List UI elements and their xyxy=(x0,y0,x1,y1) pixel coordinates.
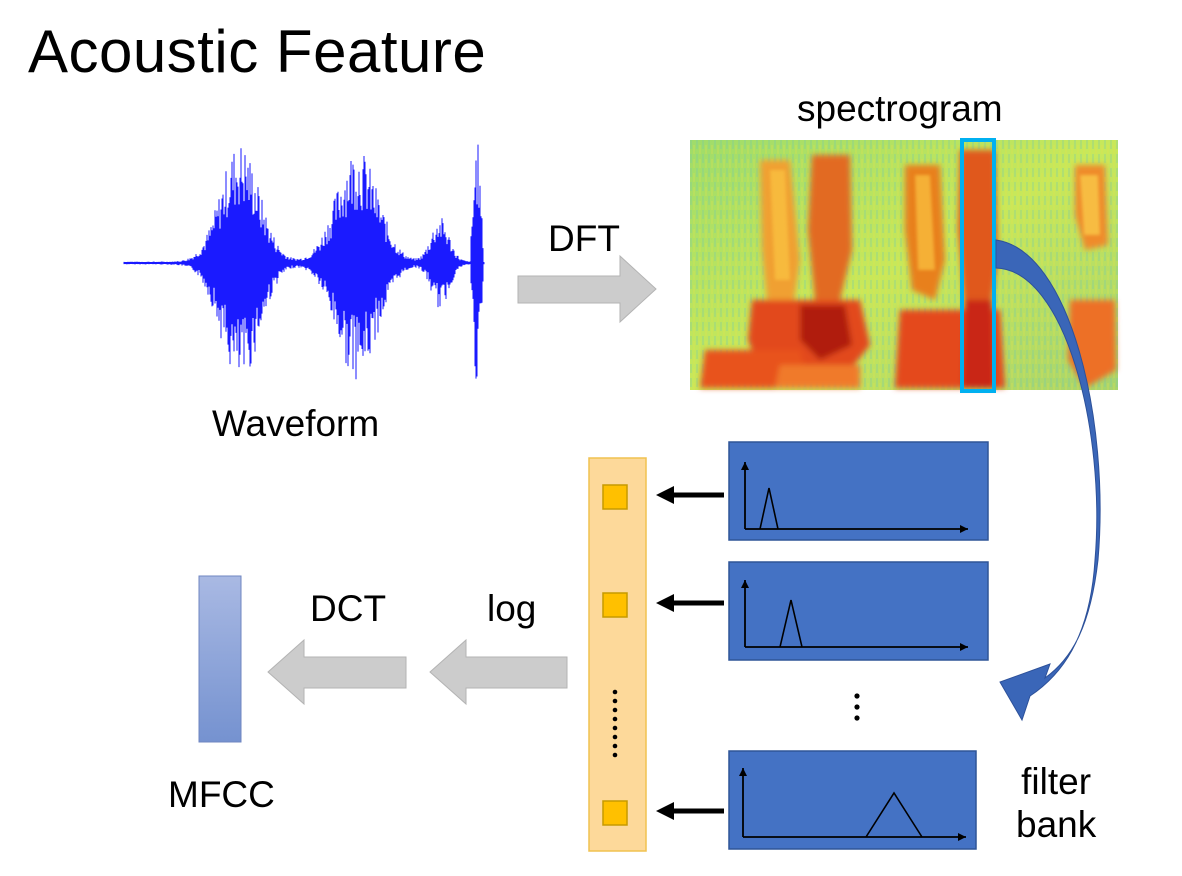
filter-box xyxy=(728,441,989,541)
waveform-trace xyxy=(123,144,485,380)
triangle-filter-icon xyxy=(759,487,779,530)
curved-arrow-icon xyxy=(995,239,1101,722)
filter-bank-label-line1: filter xyxy=(1021,761,1092,802)
dct-label: DCT xyxy=(310,588,387,629)
filter-bank-label-line2: bank xyxy=(1016,804,1097,846)
filter-bank-label: filter bank xyxy=(1016,760,1096,847)
filterbank-feature-column xyxy=(588,457,647,852)
log-label: log xyxy=(487,588,537,629)
dft-arrow-icon xyxy=(517,254,657,324)
filter-box xyxy=(728,561,989,661)
mfcc-vector xyxy=(198,575,242,743)
dft-label: DFT xyxy=(548,218,620,259)
page-title: Acoustic Feature xyxy=(28,18,487,85)
spectrogram-label: spectrogram xyxy=(797,88,1003,129)
triangle-filter-icon xyxy=(865,791,923,838)
dct-arrow-icon xyxy=(267,638,407,706)
mfcc-label: MFCC xyxy=(168,774,275,815)
column-ellipsis-dots xyxy=(612,689,618,758)
spectrogram-image xyxy=(690,140,1118,390)
filter-box xyxy=(728,750,977,850)
log-arrow-icon xyxy=(429,638,568,706)
triangle-filter-icon xyxy=(779,599,803,648)
waveform-label: Waveform xyxy=(212,403,380,444)
filter-bank-ellipsis-icon xyxy=(854,693,860,721)
feature-cell xyxy=(602,484,628,510)
waveform-plot xyxy=(123,144,485,380)
filter-output-arrow-icon xyxy=(656,486,724,820)
selected-frame-highlight xyxy=(960,138,996,393)
feature-cell xyxy=(602,800,628,826)
feature-cell xyxy=(602,592,628,618)
